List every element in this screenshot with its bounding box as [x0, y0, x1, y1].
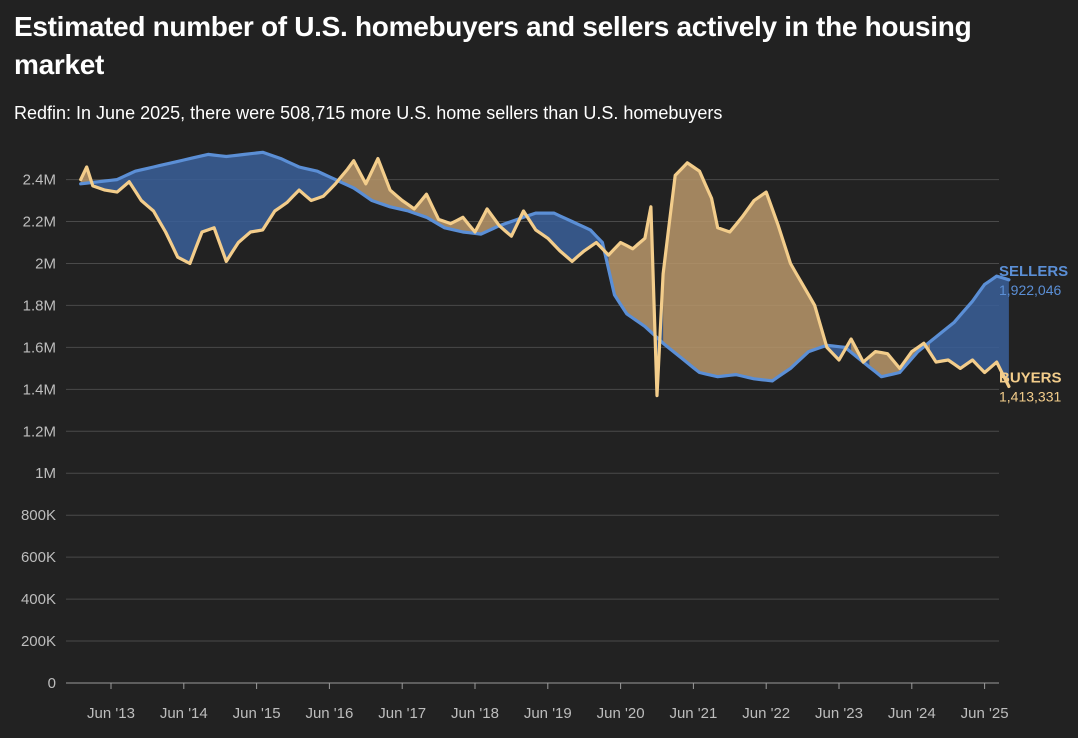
- x-tick-label: Jun '16: [305, 705, 353, 722]
- y-tick-label: 0: [48, 675, 56, 692]
- y-tick-label: 2M: [35, 255, 56, 272]
- x-tick-label: Jun '24: [888, 705, 936, 722]
- x-tick-label: Jun '13: [87, 705, 135, 722]
- x-tick-label: Jun '15: [233, 705, 281, 722]
- x-tick-label: Jun '25: [961, 705, 1009, 722]
- sellers-surplus-area: [930, 276, 1009, 387]
- y-tick-label: 2.2M: [23, 214, 56, 231]
- x-tick-label: Jun '22: [742, 705, 790, 722]
- x-tick-label: Jun '14: [160, 705, 208, 722]
- y-tick-label: 2.4M: [23, 172, 56, 189]
- end-labels: SELLERS 1,922,046 BUYERS 1,413,331: [999, 263, 1068, 405]
- y-tick-label: 1.2M: [23, 423, 56, 440]
- series-line-layer: [79, 150, 1011, 398]
- buyers-surplus-area: [663, 162, 827, 381]
- y-tick-label: 400K: [21, 591, 56, 608]
- end-label-value: 1,413,331: [999, 389, 1061, 405]
- x-axis-ticks: Jun '13 Jun '14 Jun '15 Jun '16 Jun '17 Jun '…: [87, 683, 1009, 722]
- buyers-series-line: [79, 157, 1011, 398]
- buyers-surplus-area: [341, 158, 500, 235]
- sellers-surplus-area: [92, 152, 342, 264]
- chart-subtitle: Redfin: In June 2025, there were 508,715…: [14, 103, 723, 123]
- chart-title: Estimated number of U.S. homebuyers and …: [14, 11, 972, 80]
- end-label-value: 1,922,046: [999, 282, 1061, 298]
- sellers-surplus-area: [826, 339, 852, 360]
- end-label-name: BUYERS: [999, 370, 1062, 387]
- x-tick-label: Jun '19: [524, 705, 572, 722]
- y-tick-label: 1M: [35, 465, 56, 482]
- y-tick-label: 800K: [21, 507, 56, 524]
- y-axis-ticks: 0 200K 400K 600K 800K 1M 1.2M 1.4M 1.6M 1.8M 2M 2.2…: [21, 172, 56, 692]
- y-tick-label: 1.8M: [23, 297, 56, 314]
- x-tick-label: Jun '20: [597, 705, 645, 722]
- sellers-surplus-area: [529, 213, 609, 269]
- buyers-surplus-area: [608, 206, 657, 396]
- sellers-series-line: [79, 150, 1011, 383]
- grid-layer: [66, 179, 999, 684]
- gap-area-layer: [80, 152, 1009, 396]
- y-tick-label: 200K: [21, 633, 56, 650]
- y-tick-label: 1.4M: [23, 381, 56, 398]
- y-tick-label: 600K: [21, 549, 56, 566]
- x-tick-label: Jun '23: [815, 705, 863, 722]
- x-tick-label: Jun '21: [669, 705, 717, 722]
- end-label-name: SELLERS: [999, 263, 1068, 280]
- x-tick-label: Jun '17: [378, 705, 426, 722]
- y-tick-label: 1.6M: [23, 339, 56, 356]
- x-tick-label: Jun '18: [451, 705, 499, 722]
